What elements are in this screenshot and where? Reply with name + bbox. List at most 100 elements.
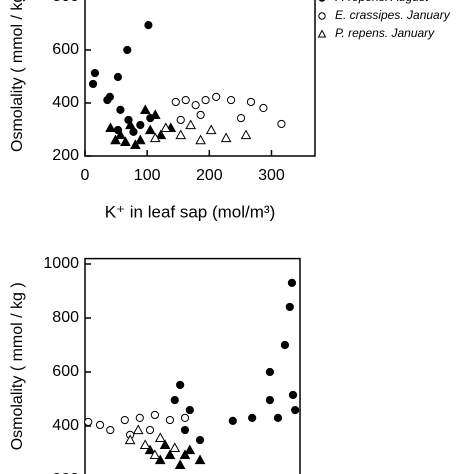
triangle-point: [144, 444, 156, 455]
circle-point: [259, 103, 268, 113]
triangle-point: [130, 139, 141, 149]
circle-point: [181, 95, 190, 105]
triangle-point: [132, 424, 144, 435]
triangle-point: [179, 449, 191, 459]
circle-point: [106, 425, 115, 435]
triangle-point: [125, 119, 136, 130]
triangle-point: [139, 104, 151, 114]
triangle-point: [220, 132, 232, 143]
y-tick-label: 200: [52, 147, 79, 164]
triangle-point: [159, 439, 171, 449]
y-tick-label: 400: [52, 417, 79, 434]
y-tick-label: 800: [52, 309, 79, 326]
circle-point: [265, 395, 274, 405]
triangle-point: [194, 454, 206, 465]
triangle-point: [164, 449, 176, 459]
x-tick-label: 100: [134, 167, 161, 184]
circle-point: [165, 415, 175, 425]
triangle-point: [169, 442, 181, 452]
circle-point: [103, 95, 112, 105]
plot-frame: [84, 0, 316, 157]
circle-point: [116, 105, 125, 114]
x-tick-label: 0: [81, 167, 90, 184]
triangle-point: [240, 129, 252, 140]
x-tick-label: 200: [196, 167, 223, 184]
legend-label: P. repens. January: [335, 26, 435, 40]
circle-point: [196, 110, 205, 120]
y-tick-label: 1000: [43, 255, 79, 272]
triangle-point: [144, 124, 156, 135]
circle-point: [236, 114, 246, 123]
circle-point: [191, 101, 200, 110]
circle-point: [180, 425, 190, 435]
y-tick-label: 200: [52, 471, 79, 474]
circle-point: [123, 45, 132, 55]
x-axis-label: K⁺ in leaf sap (mol/m³): [105, 202, 276, 221]
legend-label: E. crassipes. January: [335, 8, 451, 22]
circle-point: [150, 410, 159, 420]
circle-point: [170, 395, 179, 405]
triangle-point: [124, 434, 136, 445]
y-tick-label: 400: [52, 94, 79, 111]
triangle-point: [155, 129, 167, 140]
circle-point: [180, 413, 190, 422]
y-tick-label: 600: [52, 41, 79, 58]
triangle-point: [195, 134, 206, 145]
plot-frame: [84, 257, 301, 474]
triangle-point: [205, 124, 217, 135]
circle-point: [88, 79, 98, 89]
circle-point: [136, 120, 145, 130]
circle-point: [90, 68, 100, 78]
circle-point: [176, 380, 185, 390]
triangle-point: [154, 454, 166, 465]
circle-point: [113, 72, 123, 82]
triangle-point: [139, 439, 151, 449]
circle-point: [291, 405, 300, 415]
circle-point: [145, 425, 155, 435]
triangle-point: [160, 122, 172, 133]
circle-point: [171, 97, 180, 107]
circle-point: [129, 127, 138, 136]
circle-point: [212, 92, 221, 102]
triangle-point: [175, 129, 187, 140]
triangle-point: [184, 444, 196, 455]
triangle-point: [149, 132, 161, 143]
circle-point: [144, 20, 153, 30]
x-tick-label: 300: [258, 167, 285, 184]
triangle-point: [115, 129, 126, 140]
circle-point: [265, 367, 274, 377]
circle-point: [246, 97, 256, 107]
circle-point: [195, 435, 205, 445]
circle-point: [84, 417, 93, 427]
circle-point: [228, 416, 237, 425]
legend-marker: [318, 0, 326, 2]
circle-point: [285, 302, 294, 312]
y-tick-label: 600: [52, 363, 79, 380]
circle-point: [288, 390, 298, 400]
circle-point: [248, 413, 257, 422]
triangle-point: [105, 122, 116, 133]
legend-label: P. repens. August: [335, 0, 429, 4]
circle-point: [95, 420, 105, 430]
circle-point: [201, 95, 210, 105]
circle-point: [120, 415, 129, 425]
y-tick-label: 800: [52, 0, 79, 5]
circle-point: [185, 405, 194, 415]
circle-point: [273, 413, 283, 422]
circle-point: [135, 413, 144, 422]
triangle-point: [149, 449, 161, 459]
triangle-point: [185, 119, 197, 130]
legend-marker: [318, 12, 326, 20]
circle-point: [287, 278, 297, 287]
triangle-point: [134, 134, 146, 145]
circle-point: [280, 340, 290, 350]
y-axis-label: Osmolality ( mmol / kg ): [9, 282, 26, 450]
triangle-point: [174, 459, 186, 469]
triangle-point: [110, 134, 121, 145]
circle-point: [277, 119, 286, 129]
triangle-point: [120, 136, 131, 147]
circle-point: [226, 95, 236, 105]
y-axis-label: Osmolality ( mmol / kg ): [9, 0, 26, 152]
triangle-point: [154, 432, 166, 442]
